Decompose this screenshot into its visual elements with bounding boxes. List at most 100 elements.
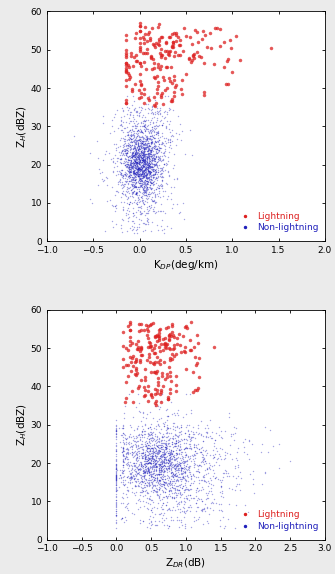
Point (141, 122, 147, 131)
Point (196, 487, 201, 496)
Point (157, 108, 162, 118)
Point (149, 178, 154, 187)
Point (124, 178, 129, 187)
Point (200, 431, 205, 440)
Point (160, 432, 165, 441)
Point (132, 474, 137, 483)
Point (113, 219, 118, 228)
Point (156, 443, 161, 452)
Point (142, 144, 147, 153)
Point (141, 155, 146, 164)
Point (204, 429, 209, 438)
Point (182, 464, 187, 473)
Point (130, 152, 136, 161)
Point (143, 448, 148, 457)
Point (201, 459, 207, 468)
Point (193, 488, 198, 497)
Point (114, 447, 119, 456)
Point (259, 439, 265, 448)
Point (158, 438, 163, 447)
Point (174, 454, 179, 463)
Point (132, 151, 137, 160)
Point (119, 146, 124, 156)
Point (132, 149, 138, 158)
Point (134, 448, 139, 457)
Point (132, 139, 138, 149)
Point (185, 455, 190, 464)
Point (157, 144, 163, 153)
Point (121, 449, 126, 459)
Point (158, 465, 164, 474)
Point (140, 462, 145, 471)
Point (132, 228, 137, 238)
Point (160, 451, 165, 460)
Point (148, 145, 153, 154)
Point (174, 486, 179, 495)
Point (111, 154, 116, 163)
Point (209, 428, 214, 437)
Point (182, 435, 187, 444)
Point (210, 433, 215, 442)
Point (155, 172, 160, 181)
Point (170, 437, 175, 447)
Point (157, 414, 162, 424)
Point (169, 131, 174, 141)
Point (165, 424, 171, 433)
Point (143, 125, 149, 134)
Point (138, 158, 144, 167)
Point (179, 467, 184, 476)
Point (146, 480, 152, 490)
Point (125, 69, 131, 78)
Point (137, 153, 142, 162)
Point (114, 498, 119, 507)
Point (145, 452, 150, 461)
Point (172, 442, 177, 451)
Point (184, 444, 190, 453)
Point (128, 158, 134, 168)
Point (186, 454, 191, 463)
Point (114, 471, 119, 480)
Point (71, 131, 77, 141)
Point (139, 139, 145, 148)
Point (156, 476, 162, 485)
Point (152, 466, 157, 475)
Point (163, 405, 169, 414)
Point (150, 444, 156, 453)
Point (145, 36, 150, 45)
Point (126, 170, 132, 180)
Point (119, 121, 125, 130)
Point (130, 181, 135, 191)
Point (142, 455, 148, 464)
Point (183, 491, 188, 500)
Point (130, 161, 135, 170)
Point (121, 436, 126, 445)
Point (147, 141, 152, 150)
Point (183, 422, 188, 431)
Point (148, 168, 153, 177)
Point (155, 171, 160, 180)
Point (128, 421, 133, 430)
Point (132, 156, 138, 165)
Point (164, 466, 170, 475)
Point (155, 448, 160, 457)
Point (128, 185, 134, 195)
Point (130, 444, 135, 453)
Point (121, 460, 126, 470)
Point (128, 352, 133, 362)
Point (162, 339, 168, 348)
Point (134, 459, 139, 468)
Point (262, 467, 268, 476)
Point (205, 421, 210, 430)
Point (129, 135, 134, 144)
Point (184, 461, 189, 470)
Point (152, 195, 157, 204)
Point (161, 150, 167, 160)
Point (134, 137, 139, 146)
Point (124, 163, 129, 172)
Point (146, 444, 152, 453)
Point (121, 467, 126, 476)
Point (143, 144, 148, 153)
Point (233, 32, 239, 41)
Point (133, 123, 138, 133)
Point (130, 164, 135, 173)
